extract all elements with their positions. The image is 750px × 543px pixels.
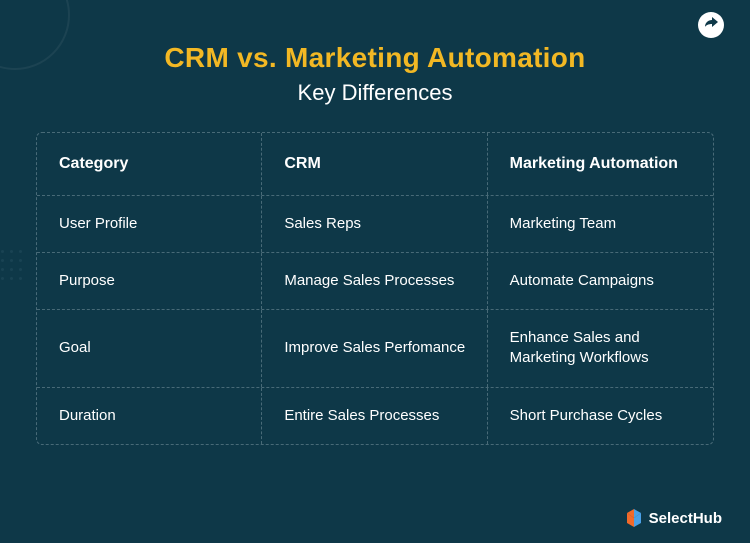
- logo-mark-icon: [625, 509, 643, 527]
- col-header-category: Category: [37, 133, 262, 195]
- brand-logo: SelectHub: [625, 509, 722, 527]
- cell-crm: Improve Sales Perfomance: [262, 310, 487, 387]
- infographic-canvas: CRM vs. Marketing Automation Key Differe…: [0, 0, 750, 543]
- cell-crm: Manage Sales Processes: [262, 253, 487, 309]
- col-header-ma: Marketing Automation: [488, 133, 713, 195]
- decor-dots: [0, 250, 32, 290]
- cell-ma: Short Purchase Cycles: [488, 388, 713, 444]
- table-header-row: Category CRM Marketing Automation: [37, 133, 713, 196]
- cell-category: Goal: [37, 310, 262, 387]
- cell-category: Duration: [37, 388, 262, 444]
- cell-category: Purpose: [37, 253, 262, 309]
- cell-crm: Sales Reps: [262, 196, 487, 252]
- table-row: Duration Entire Sales Processes Short Pu…: [37, 388, 713, 444]
- logo-text: SelectHub: [649, 510, 722, 527]
- table-row: Goal Improve Sales Perfomance Enhance Sa…: [37, 310, 713, 388]
- cell-ma: Automate Campaigns: [488, 253, 713, 309]
- cell-ma: Marketing Team: [488, 196, 713, 252]
- table-row: User Profile Sales Reps Marketing Team: [37, 196, 713, 253]
- share-button[interactable]: [698, 12, 724, 38]
- subtitle: Key Differences: [0, 80, 750, 106]
- title-block: CRM vs. Marketing Automation Key Differe…: [0, 0, 750, 106]
- cell-category: User Profile: [37, 196, 262, 252]
- cell-crm: Entire Sales Processes: [262, 388, 487, 444]
- share-icon: [704, 16, 718, 34]
- col-header-crm: CRM: [262, 133, 487, 195]
- comparison-table: Category CRM Marketing Automation User P…: [36, 132, 714, 445]
- main-title: CRM vs. Marketing Automation: [0, 42, 750, 74]
- table-row: Purpose Manage Sales Processes Automate …: [37, 253, 713, 310]
- cell-ma: Enhance Sales and Marketing Workflows: [488, 310, 713, 387]
